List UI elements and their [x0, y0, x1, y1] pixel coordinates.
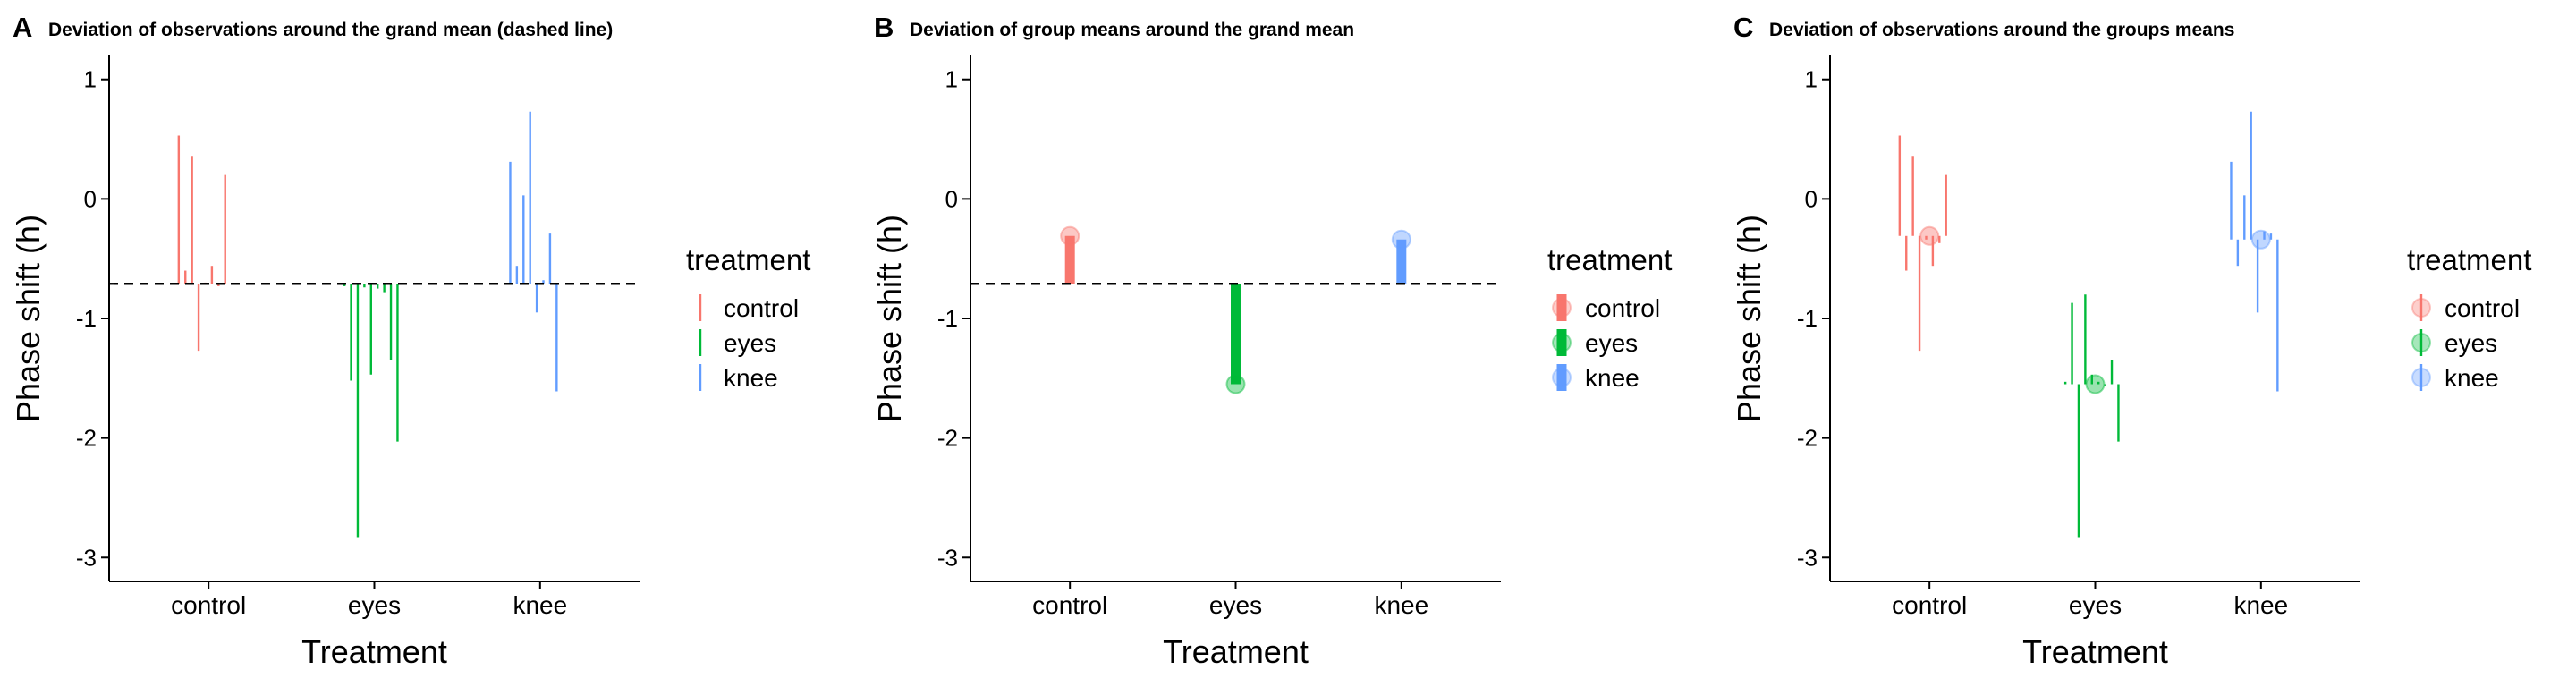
y-tick-label: 1: [1805, 66, 1818, 93]
y-tick-label: -2: [76, 425, 97, 452]
legend-key-point: [2411, 368, 2431, 387]
legend-entry-label: knee: [724, 364, 778, 392]
x-tick-label: control: [171, 591, 246, 619]
x-tick-label: knee: [1374, 591, 1428, 619]
plot-marks: [1898, 111, 2279, 538]
legend: treatment control eyes knee: [2407, 243, 2531, 392]
plot-marks: [109, 111, 640, 538]
legend: treatment control eyes knee: [686, 243, 810, 392]
x-tick-label: eyes: [348, 591, 401, 619]
x-tick-label: knee: [2233, 591, 2288, 619]
y-tick-label: -1: [1797, 305, 1818, 332]
x-tick-label: eyes: [2069, 591, 2122, 619]
y-tick-label: -1: [76, 305, 97, 332]
y-axis-title: Phase shift (h): [1731, 215, 1767, 422]
group-mean-point: [2085, 374, 2106, 394]
x-axis-title: Treatment: [1163, 633, 1309, 670]
legend-entry-label: knee: [1585, 364, 1640, 392]
x-tick-label: knee: [513, 591, 567, 619]
panel-letter: A: [13, 12, 32, 43]
legend-title: treatment: [1547, 243, 1672, 276]
legend: treatment control eyes knee: [1547, 243, 1672, 392]
group-mean-point: [2250, 229, 2271, 250]
y-tick-label: -2: [937, 425, 958, 452]
x-tick-label: control: [1892, 591, 1967, 619]
y-axis-title: Phase shift (h): [10, 215, 47, 422]
panel-b: B Deviation of group means around the gra…: [871, 12, 1672, 670]
group-mean-point: [1391, 229, 1411, 250]
legend-entry-label: control: [724, 294, 799, 322]
group-mean-point: [1060, 225, 1080, 246]
x-axis-title: Treatment: [301, 633, 447, 670]
x-tick-label: eyes: [1209, 591, 1262, 619]
y-tick-label: 0: [84, 185, 97, 212]
x-tick-label: control: [1032, 591, 1107, 619]
y-tick-label: 1: [945, 66, 958, 93]
x-axis-title: Treatment: [2022, 633, 2168, 670]
panel-letter: B: [874, 12, 894, 43]
panel-a: A Deviation of observations around the gr…: [10, 12, 810, 670]
legend-title: treatment: [2407, 243, 2531, 276]
legend-title: treatment: [686, 243, 810, 276]
y-tick-label: 0: [945, 185, 958, 212]
y-tick-label: -1: [937, 305, 958, 332]
legend-entry-label: eyes: [2445, 329, 2497, 357]
legend-key-point: [2411, 298, 2431, 318]
group-mean-point: [1919, 225, 1940, 246]
y-tick-label: -3: [76, 544, 97, 571]
y-axis-title: Phase shift (h): [871, 215, 908, 422]
group-mean-point: [1225, 374, 1246, 394]
legend-entry-label: eyes: [724, 329, 776, 357]
legend-key-point: [1552, 368, 1572, 387]
plot-marks: [970, 225, 1501, 394]
legend-key-point: [1552, 333, 1572, 352]
y-tick-label: -3: [937, 544, 958, 571]
panel-title: Deviation of observations around the gro…: [1769, 20, 2234, 40]
panel-letter: C: [1733, 12, 1753, 43]
legend-entry-label: eyes: [1585, 329, 1638, 357]
y-tick-label: -2: [1797, 425, 1818, 452]
panel-title: Deviation of group means around the gran…: [910, 20, 1354, 40]
legend-entry-label: knee: [2445, 364, 2499, 392]
legend-key-point: [1552, 298, 1572, 318]
panel-c: C Deviation of observations around the gr…: [1731, 12, 2531, 670]
legend-entry-label: control: [1585, 294, 1660, 322]
y-tick-label: 1: [84, 66, 97, 93]
y-tick-label: 0: [1805, 185, 1818, 212]
panel-title: Deviation of observations around the gra…: [48, 20, 613, 40]
legend-entry-label: control: [2445, 294, 2520, 322]
legend-key-point: [2411, 333, 2431, 352]
y-tick-label: -3: [1797, 544, 1818, 571]
